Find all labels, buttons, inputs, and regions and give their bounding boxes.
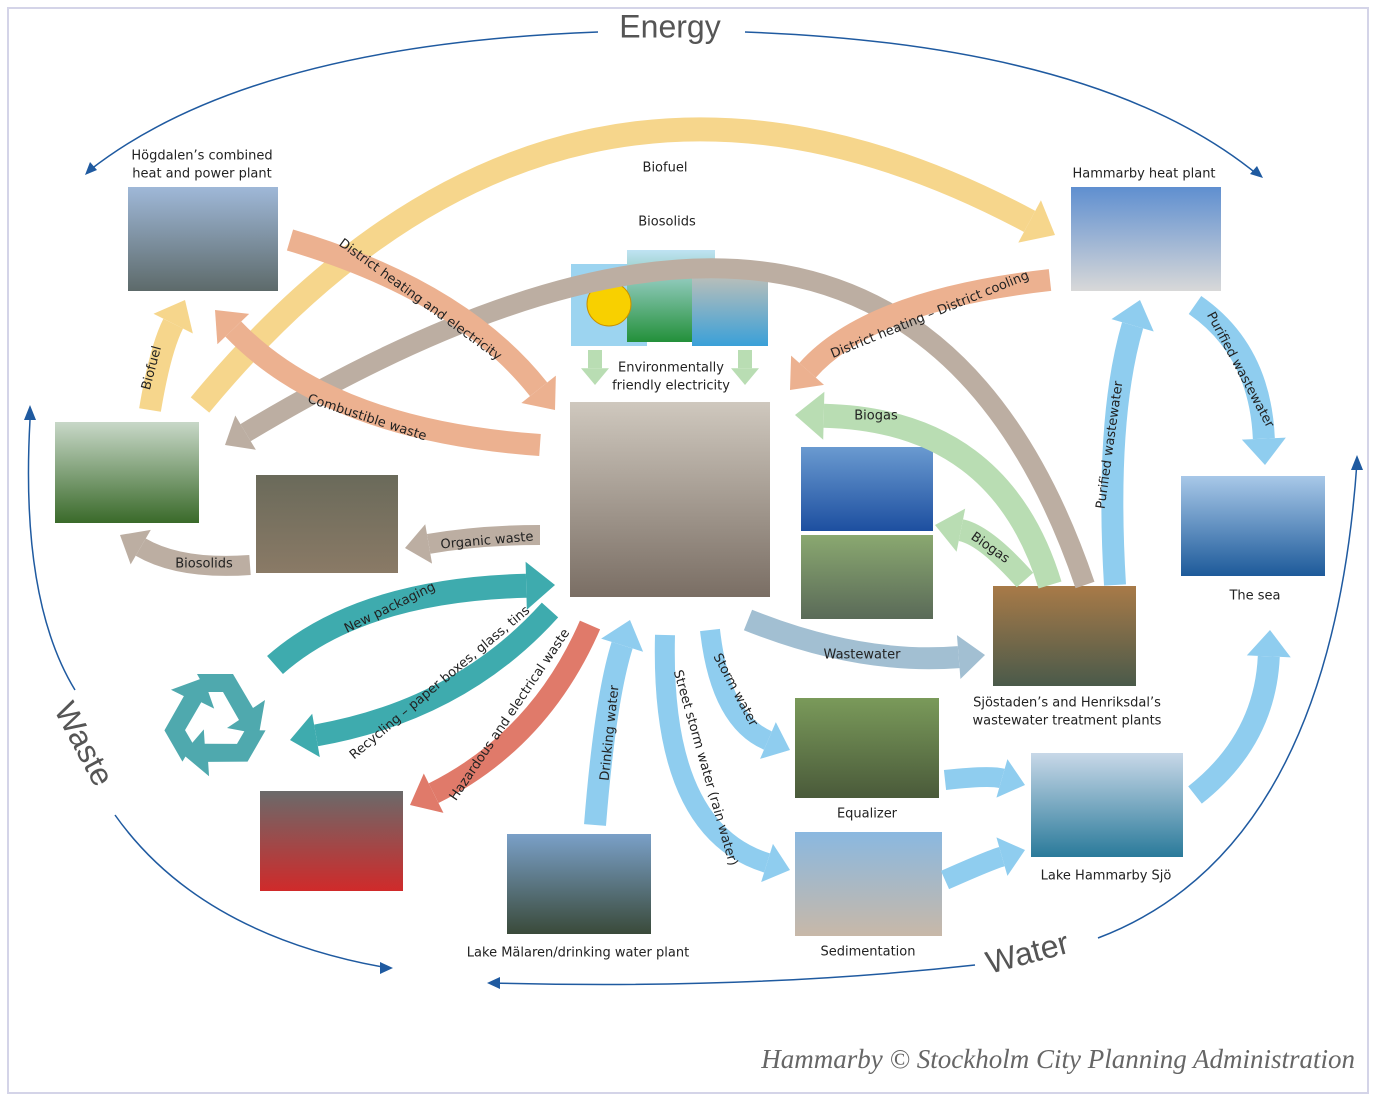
photo — [801, 535, 933, 619]
arrow-head — [731, 368, 759, 385]
cycle-label: Waste — [47, 696, 121, 792]
flow-label: Biogas — [854, 409, 898, 424]
flow-label: Biosolids — [638, 215, 696, 230]
cycle-label: Energy — [619, 8, 720, 44]
node-label: The sea — [1228, 589, 1280, 604]
arrow-head — [405, 524, 432, 563]
flow-arrow — [1195, 656, 1269, 795]
node-label: Lake Hammarby Sjö — [1041, 869, 1172, 884]
arrow-head — [581, 368, 609, 385]
arrow-head — [957, 635, 985, 679]
photo — [801, 447, 933, 531]
flow-arrow — [945, 777, 1002, 780]
photo — [993, 586, 1136, 686]
node-label: Sedimentation — [821, 945, 916, 960]
node-label: Sjöstaden’s and Henriksdal’s — [973, 696, 1161, 711]
node-label: Hammarby heat plant — [1072, 167, 1215, 182]
flow-label: Biofuel — [643, 161, 688, 176]
node-label: Lake Mälaren/drinking water plant — [467, 946, 689, 961]
arrow-head — [526, 562, 555, 610]
arrow-head — [795, 392, 824, 440]
arrow-head — [290, 714, 320, 757]
diagram: BiofuelBiosolidsDistrict heating and ele… — [0, 0, 1377, 1098]
flow-arrow — [1195, 305, 1264, 439]
node-label: Högdalen’s combined — [131, 149, 272, 164]
arrow-head — [1242, 438, 1286, 465]
node-label: Equalizer — [837, 807, 898, 822]
arrow-head — [935, 509, 965, 552]
photo — [256, 475, 398, 573]
node-label: friendly electricity — [612, 379, 730, 394]
credit: Hammarby © Stockholm City Planning Admin… — [760, 1044, 1355, 1074]
flow-label: Wastewater — [824, 648, 902, 663]
photo — [128, 187, 278, 291]
flow-label: Purified wastewater — [1203, 310, 1277, 431]
photo — [507, 834, 651, 934]
photo — [795, 698, 939, 798]
photo — [260, 791, 403, 891]
recycling-symbol — [148, 673, 265, 790]
photo — [795, 832, 942, 936]
photo — [1181, 476, 1325, 576]
node-label: wastewater treatment plants — [973, 714, 1162, 729]
flow-arrow — [945, 857, 1002, 880]
photo — [570, 402, 770, 597]
node-label: heat and power plant — [132, 167, 272, 182]
cycle-label: Water — [982, 924, 1073, 981]
photo — [55, 422, 199, 523]
node-label: Environmentally — [618, 361, 724, 376]
flow-label: Biosolids — [175, 557, 233, 572]
photo — [1071, 187, 1221, 291]
arrow-head — [1247, 630, 1291, 657]
photo — [1031, 753, 1183, 857]
